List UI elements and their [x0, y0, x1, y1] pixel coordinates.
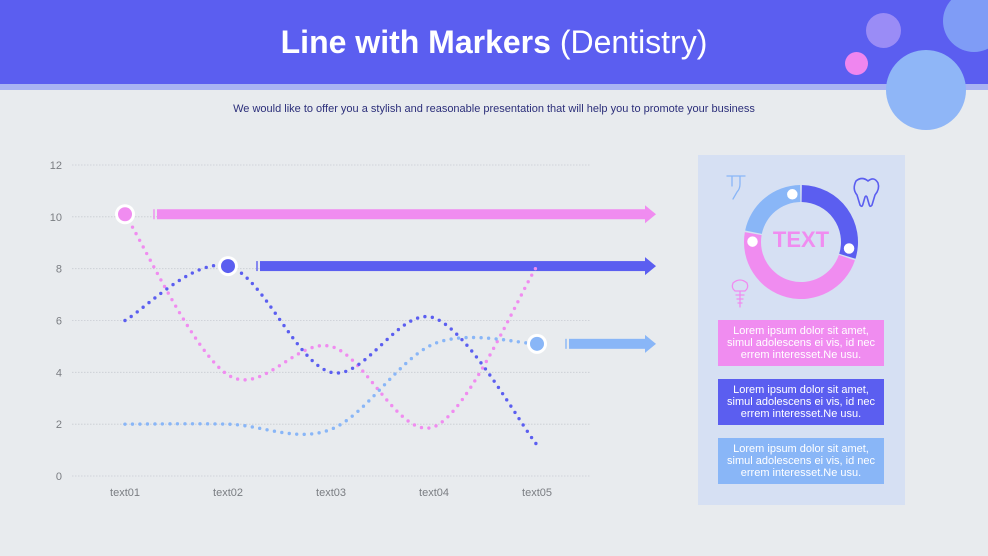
donut-chart [744, 185, 858, 300]
marker-arrows [153, 205, 656, 353]
page-subtitle: We would like to offer you a stylish and… [233, 103, 755, 115]
marker-arrow-tail [153, 209, 155, 220]
series-line-1 [123, 263, 539, 447]
x-tick-label: text03 [316, 487, 346, 499]
dental-implant-icon [731, 279, 749, 308]
donut-center-label: TEXT [772, 227, 830, 252]
donut-segment-marker [841, 240, 857, 257]
text-box-light-blue: Lorem ipsum dolor sit amet, simul adoles… [718, 438, 884, 484]
header-bar [0, 0, 988, 84]
series-line-0 [123, 212, 539, 430]
x-axis-ticks: text01 text02 text03 text04 text05 [110, 487, 552, 499]
marker-arrow-bar [157, 209, 646, 220]
x-tick-label: text02 [213, 487, 243, 499]
decor-bubble-large [886, 50, 966, 130]
y-tick-label: 6 [56, 316, 62, 328]
chart-series [123, 212, 539, 447]
tooth-icon [853, 177, 880, 208]
title-bold: Line with Markers [280, 24, 551, 60]
title-rest: (Dentistry) [550, 24, 708, 60]
chart-markers [115, 204, 547, 354]
text-box-pink: Lorem ipsum dolor sit amet, simul adoles… [718, 320, 884, 366]
donut-segment-marker [784, 186, 801, 203]
marker-arrow-bar [260, 261, 646, 272]
x-tick-label: text05 [522, 487, 552, 499]
marker-arrow-tail [565, 338, 567, 349]
series-line-2 [123, 335, 539, 437]
donut-segment-1 [744, 232, 855, 300]
x-tick-label: text01 [110, 487, 140, 499]
dental-drill-icon [726, 175, 746, 200]
marker-arrow-tail [256, 261, 258, 272]
info-panel: TEXT Lorem ipsum dolor sit amet, simul a… [698, 155, 905, 505]
donut-segment-marker [744, 233, 761, 250]
y-tick-label: 2 [56, 419, 62, 431]
decor-bubble-violet [866, 13, 901, 48]
x-tick-label: text04 [419, 487, 449, 499]
donut-area [726, 175, 880, 308]
text-box-blue: Lorem ipsum dolor sit amet, simul adoles… [718, 379, 884, 425]
series-marker [221, 259, 235, 274]
decor-bubble-pink [845, 52, 868, 75]
y-axis-ticks: 0 2 4 6 8 10 12 [50, 160, 62, 483]
y-tick-label: 12 [50, 160, 62, 172]
marker-arrow-bar [569, 338, 646, 349]
y-tick-label: 4 [56, 367, 62, 379]
y-tick-label: 10 [50, 212, 62, 224]
donut-segment-0 [801, 185, 858, 259]
marker-arrow-head [645, 257, 656, 276]
y-tick-label: 0 [56, 471, 62, 483]
marker-arrow-head [645, 334, 656, 353]
page-title: Line with Markers (Dentistry) [0, 20, 988, 64]
series-marker [530, 336, 544, 351]
marker-arrow-head [645, 205, 656, 224]
header-underline [0, 84, 988, 90]
y-tick-label: 8 [56, 264, 62, 276]
series-marker [118, 207, 132, 222]
